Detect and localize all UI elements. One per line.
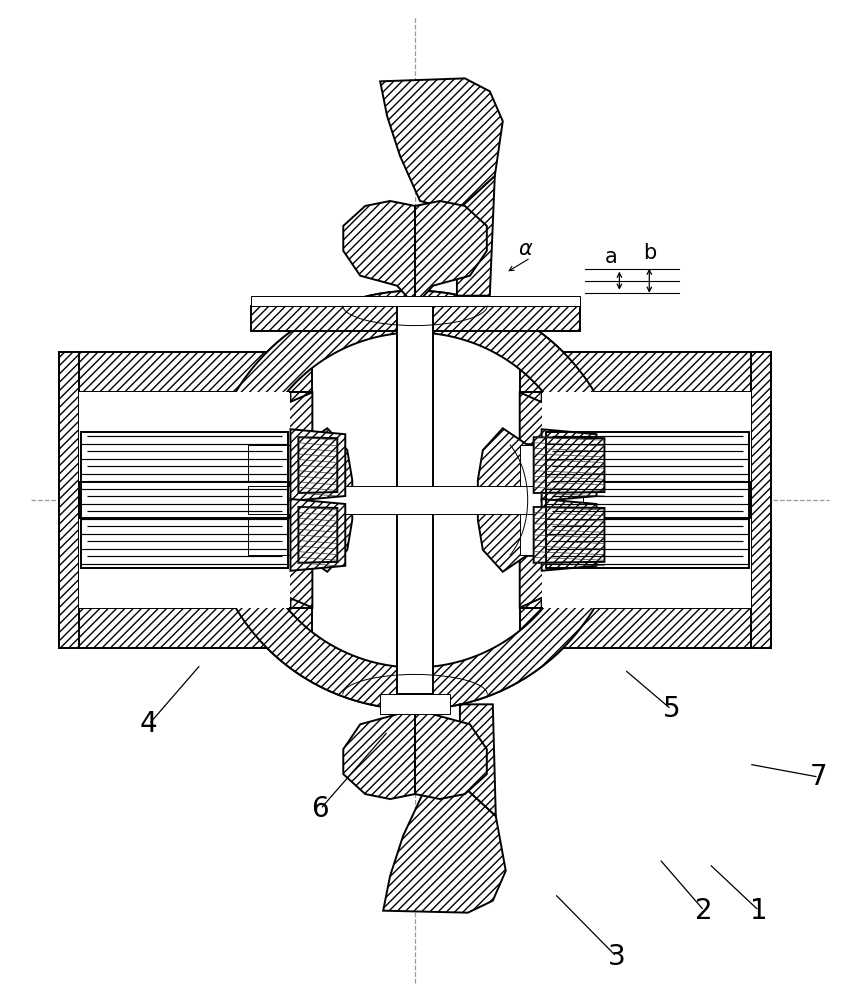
Polygon shape xyxy=(477,500,582,572)
Polygon shape xyxy=(247,556,312,608)
Polygon shape xyxy=(460,704,495,816)
Polygon shape xyxy=(519,392,582,444)
Circle shape xyxy=(250,335,579,665)
Polygon shape xyxy=(519,392,541,608)
Polygon shape xyxy=(247,486,582,514)
Polygon shape xyxy=(251,306,579,331)
Polygon shape xyxy=(247,500,352,572)
Polygon shape xyxy=(456,176,494,296)
Polygon shape xyxy=(59,352,312,392)
Text: 4: 4 xyxy=(140,710,158,738)
Polygon shape xyxy=(245,392,290,445)
Polygon shape xyxy=(397,306,432,694)
Polygon shape xyxy=(380,694,449,714)
Polygon shape xyxy=(59,352,79,648)
Text: a: a xyxy=(604,247,617,267)
Polygon shape xyxy=(245,555,290,608)
Text: b: b xyxy=(642,243,655,263)
Polygon shape xyxy=(533,437,604,493)
Polygon shape xyxy=(298,507,337,563)
Polygon shape xyxy=(59,608,312,648)
Text: 2: 2 xyxy=(695,897,712,925)
Text: 3: 3 xyxy=(607,943,624,971)
Polygon shape xyxy=(541,429,596,501)
Text: 6: 6 xyxy=(311,795,329,823)
Polygon shape xyxy=(213,438,227,498)
Polygon shape xyxy=(343,694,414,799)
Polygon shape xyxy=(541,499,596,571)
Polygon shape xyxy=(750,352,770,648)
Polygon shape xyxy=(213,543,616,709)
Polygon shape xyxy=(79,392,290,608)
Polygon shape xyxy=(541,555,584,608)
Polygon shape xyxy=(247,392,312,444)
Polygon shape xyxy=(247,428,352,500)
Text: 7: 7 xyxy=(809,763,827,791)
Polygon shape xyxy=(298,437,337,493)
Polygon shape xyxy=(290,392,312,608)
Text: 1: 1 xyxy=(749,897,767,925)
Polygon shape xyxy=(290,429,345,501)
Polygon shape xyxy=(541,392,584,445)
Polygon shape xyxy=(247,445,310,555)
Polygon shape xyxy=(533,507,604,563)
Polygon shape xyxy=(541,482,750,518)
Polygon shape xyxy=(213,291,616,457)
Polygon shape xyxy=(251,296,579,306)
Polygon shape xyxy=(343,201,414,306)
Polygon shape xyxy=(382,783,505,913)
Polygon shape xyxy=(519,445,582,555)
Polygon shape xyxy=(541,392,750,608)
Polygon shape xyxy=(519,556,582,608)
Text: 5: 5 xyxy=(661,695,679,723)
Polygon shape xyxy=(79,482,290,518)
Text: $\alpha$: $\alpha$ xyxy=(517,239,533,259)
Polygon shape xyxy=(414,201,486,306)
Polygon shape xyxy=(290,499,345,571)
Polygon shape xyxy=(519,352,770,392)
Polygon shape xyxy=(414,694,486,799)
Polygon shape xyxy=(380,78,502,211)
Polygon shape xyxy=(519,608,770,648)
Polygon shape xyxy=(477,428,582,500)
